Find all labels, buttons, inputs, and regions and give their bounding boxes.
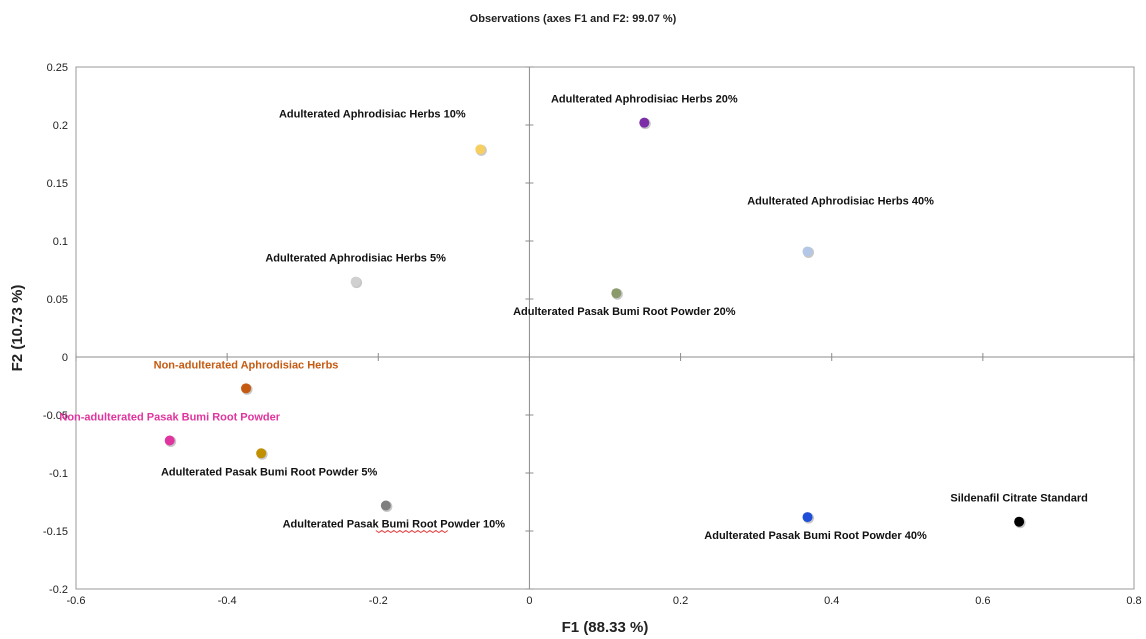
data-point-group <box>380 500 393 512</box>
y-tick-label: 0.05 <box>47 294 68 306</box>
x-tick-label: -0.6 <box>67 595 86 607</box>
point-label: Sildenafil Citrate Standard <box>950 493 1088 505</box>
x-tick-label: 0.8 <box>1126 595 1141 607</box>
chart-title: Observations (axes F1 and F2: 99.07 %) <box>470 13 677 25</box>
y-tick-label: 0.2 <box>53 120 68 132</box>
y-axis-title: F2 (10.73 %) <box>9 285 26 372</box>
data-point-group <box>611 288 623 300</box>
data-point <box>256 448 267 459</box>
y-tick-label: 0.1 <box>53 236 68 248</box>
x-tick-label: 0.6 <box>975 595 990 607</box>
data-point <box>380 500 391 511</box>
data-point <box>350 276 361 287</box>
x-tick-label: 0 <box>526 595 532 607</box>
plot-area-frame <box>75 66 1135 590</box>
data-point-group <box>639 117 651 130</box>
data-point <box>802 246 813 257</box>
data-point <box>802 512 813 523</box>
point-label: Adulterated Pasak Bumi Root Powder 20% <box>513 306 736 318</box>
point-label: Adulterated Pasak Bumi Root Powder 10% <box>283 518 506 530</box>
data-point-group <box>350 276 363 289</box>
y-tick-label: -0.1 <box>49 468 68 480</box>
x-tick-label: 0.4 <box>824 595 839 607</box>
point-label: Adulterated Aphrodisiac Herbs 40% <box>747 195 934 207</box>
data-point <box>1014 516 1025 527</box>
x-tick-label: -0.2 <box>369 595 388 607</box>
data-point-group <box>475 144 487 156</box>
x-tick-label: -0.4 <box>218 595 237 607</box>
spellcheck-underline <box>375 529 449 534</box>
point-label: Adulterated Aphrodisiac Herbs 10% <box>279 108 466 120</box>
data-point-group <box>802 512 815 524</box>
data-point-group <box>802 246 815 258</box>
point-label: Adulterated Pasak Bumi Root Powder 5% <box>161 466 378 478</box>
data-point <box>611 288 622 299</box>
point-label: Non-adulterated Aphrodisiac Herbs <box>154 359 339 371</box>
data-point <box>475 144 486 155</box>
y-tick-label: 0 <box>62 352 68 364</box>
y-tick-label: 0.15 <box>47 178 68 190</box>
data-point <box>241 383 252 394</box>
x-tick-label: 0.2 <box>673 595 688 607</box>
point-label: Adulterated Aphrodisiac Herbs 5% <box>265 253 446 265</box>
data-point <box>639 117 650 128</box>
data-point-group <box>164 435 177 448</box>
data-point-group <box>1014 516 1026 529</box>
data-point <box>164 435 175 446</box>
point-label: Adulterated Aphrodisiac Herbs 20% <box>551 94 738 106</box>
point-label: Non-adulterated Pasak Bumi Root Powder <box>59 412 280 424</box>
y-tick-label: -0.15 <box>43 526 68 538</box>
axes-layer <box>75 66 1135 590</box>
y-tick-label: -0.2 <box>49 584 68 596</box>
tick-labels-layer: -0.2 -0.15 -0.1 -0.05 0 0.05 0.1 0.15 0.2 0.25 -0.… <box>43 62 1142 607</box>
y-tick-label: 0.25 <box>47 62 68 74</box>
point-label: Adulterated Pasak Bumi Root Powder 40% <box>704 530 927 542</box>
data-point-group <box>241 383 253 395</box>
x-axis-title: F1 (88.33 %) <box>562 619 649 636</box>
point-labels-layer: Adulterated Aphrodisiac Herbs 10% Adulter… <box>59 94 1088 542</box>
data-points-layer <box>164 117 1026 529</box>
y-tick-label: -0.05 <box>43 410 68 422</box>
data-point-group <box>256 448 268 460</box>
